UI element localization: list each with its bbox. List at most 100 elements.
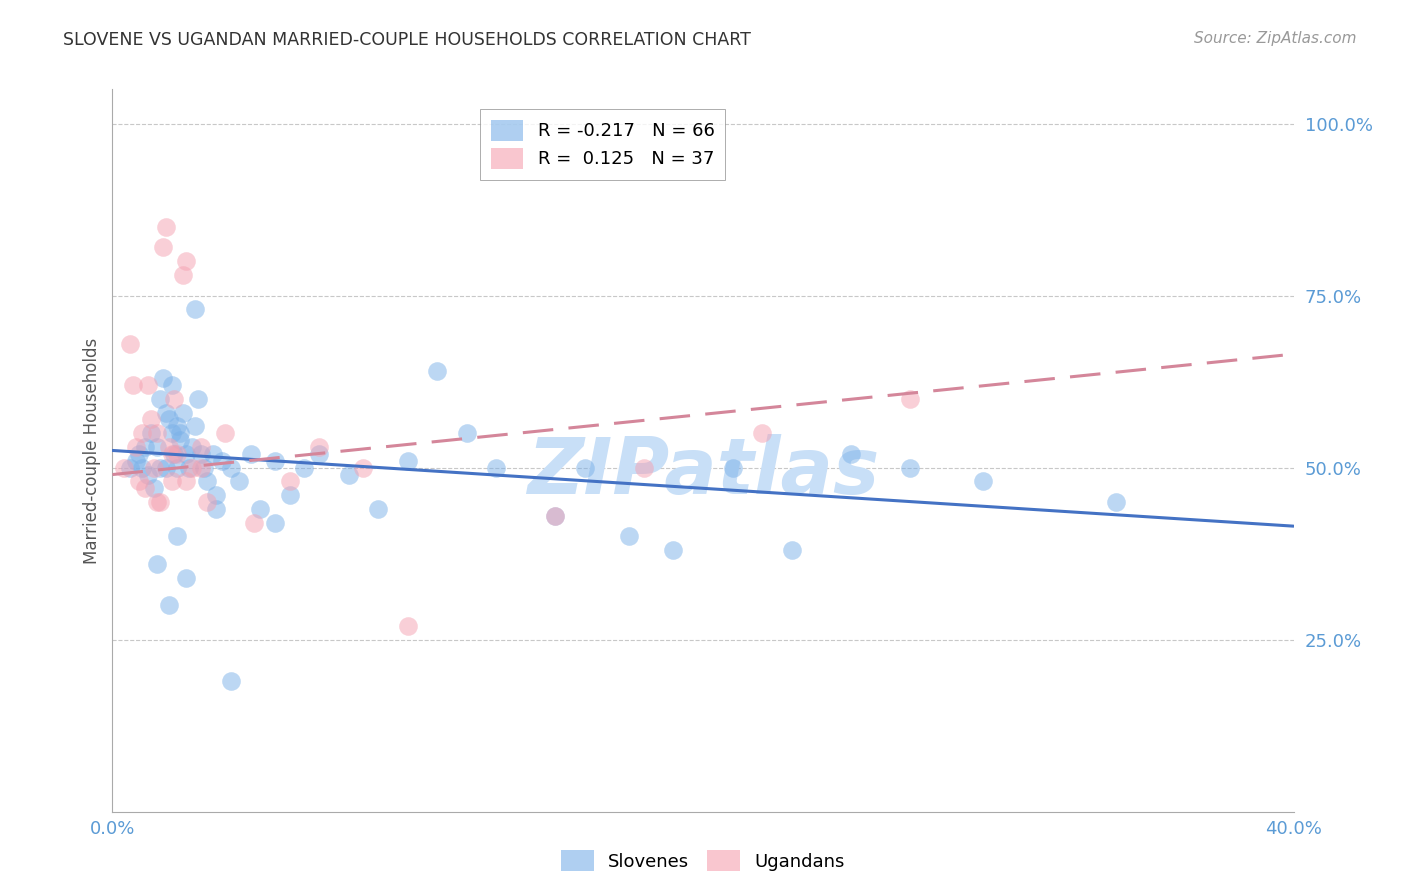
Point [184,419,207,434]
Point [120,336,142,351]
Point [278,475,301,489]
Point [211,454,233,468]
Point [367,502,389,516]
Point [292,460,315,475]
Legend: Slovenes, Ugandans: Slovenes, Ugandans [554,843,852,879]
Point [249,502,271,516]
Point [308,440,330,454]
Point [134,481,156,495]
Point [166,529,188,543]
Point [120,460,142,475]
Point [544,508,567,523]
Point [166,419,188,434]
Point [174,254,197,268]
Point [228,475,250,489]
Point [544,508,567,523]
Point [456,426,478,441]
Point [633,460,655,475]
Point [131,426,153,441]
Point [128,475,150,489]
Point [174,447,197,461]
Point [264,516,287,530]
Point [240,447,263,461]
Point [352,460,374,475]
Point [125,454,148,468]
Point [155,460,177,475]
Point [160,378,183,392]
Point [485,460,508,475]
Point [163,392,186,406]
Point [898,460,921,475]
Point [139,412,162,426]
Point [181,460,204,475]
Point [149,460,172,475]
Point [174,571,197,585]
Point [205,502,228,516]
Point [574,460,596,475]
Point [122,378,145,392]
Point [136,467,159,482]
Point [190,460,212,475]
Point [160,426,183,441]
Point [973,475,995,489]
Point [172,268,194,282]
Point [146,440,169,454]
Point [169,433,191,447]
Point [157,599,180,613]
Point [169,426,191,441]
Y-axis label: Married-couple Households: Married-couple Households [83,337,101,564]
Point [214,426,236,441]
Point [149,495,172,509]
Point [190,440,212,454]
Point [201,447,224,461]
Point [780,543,803,558]
Point [128,447,150,461]
Point [190,447,212,461]
Point [112,460,135,475]
Text: Source: ZipAtlas.com: Source: ZipAtlas.com [1194,31,1357,46]
Point [136,378,159,392]
Point [152,240,174,254]
Point [721,460,744,475]
Point [174,475,197,489]
Point [146,426,169,441]
Point [142,481,165,495]
Point [751,426,773,441]
Point [160,447,183,461]
Point [139,426,162,441]
Point [219,673,242,688]
Point [195,475,218,489]
Point [181,440,204,454]
Point [125,440,148,454]
Point [166,447,188,461]
Point [163,447,186,461]
Point [152,371,174,385]
Point [155,219,177,234]
Legend: R = -0.217   N = 66, R =  0.125   N = 37: R = -0.217 N = 66, R = 0.125 N = 37 [479,109,725,179]
Point [155,406,177,420]
Point [184,302,207,317]
Point [195,495,218,509]
Point [205,488,228,502]
Point [146,495,169,509]
Point [839,447,862,461]
Point [157,440,180,454]
Point [1105,495,1128,509]
Point [396,619,419,633]
Point [157,412,180,426]
Point [264,454,287,468]
Point [160,475,183,489]
Point [278,488,301,502]
Text: ZIPatlas: ZIPatlas [527,434,879,510]
Point [134,440,156,454]
Point [619,529,641,543]
Text: SLOVENE VS UGANDAN MARRIED-COUPLE HOUSEHOLDS CORRELATION CHART: SLOVENE VS UGANDAN MARRIED-COUPLE HOUSEH… [63,31,751,49]
Point [149,392,172,406]
Point [166,460,188,475]
Point [898,392,921,406]
Point [243,516,266,530]
Point [187,392,209,406]
Point [146,557,169,571]
Point [193,460,215,475]
Point [396,454,419,468]
